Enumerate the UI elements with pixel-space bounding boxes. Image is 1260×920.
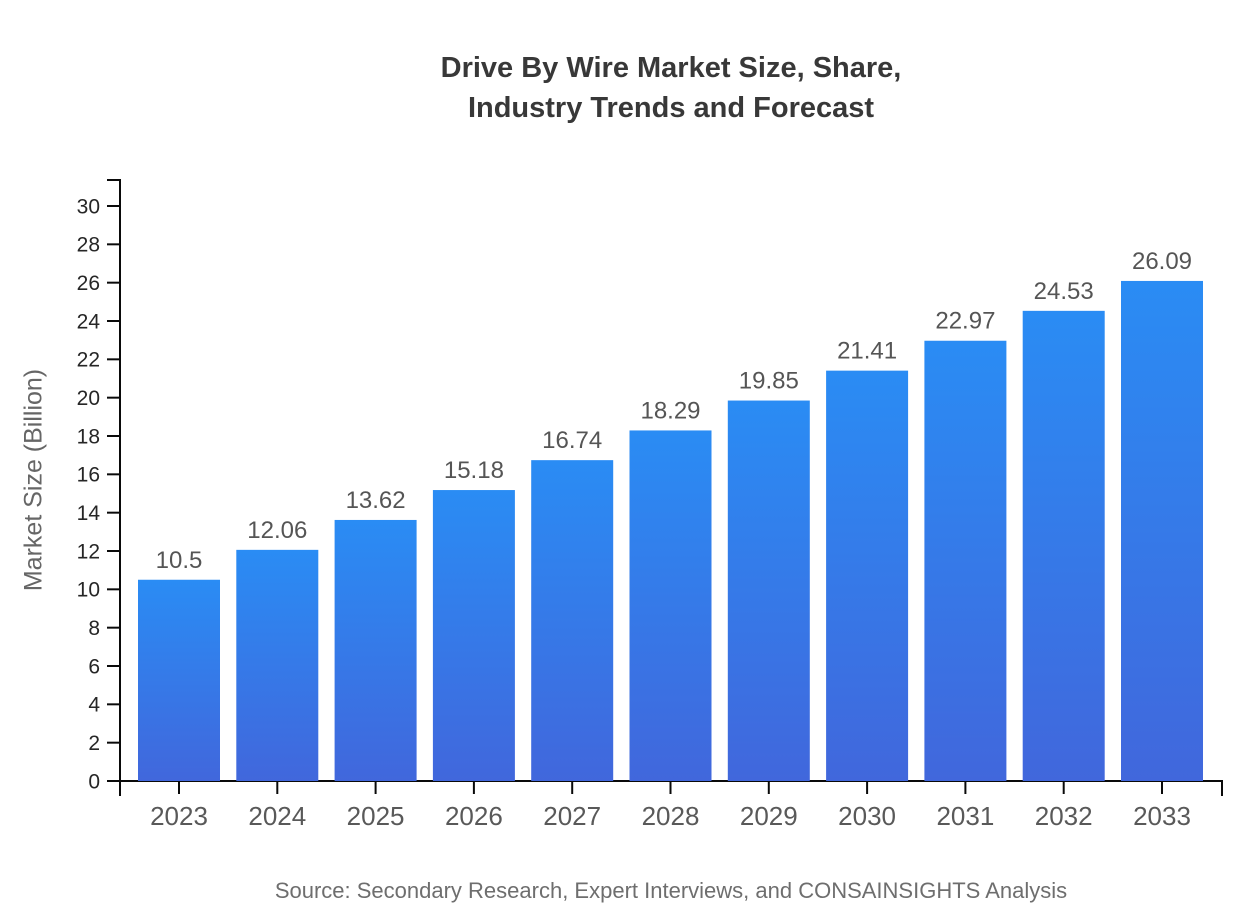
x-tick-label: 2024 [248, 801, 306, 831]
y-tick-label: 22 [77, 349, 100, 372]
y-tick-label: 30 [77, 195, 100, 218]
y-tick-label: 24 [77, 310, 101, 333]
y-tick-label: 16 [77, 464, 100, 487]
y-tick-label: 2 [88, 732, 100, 755]
bar-2023 [138, 579, 220, 781]
x-tick-label: 2030 [838, 801, 896, 831]
x-tick-label: 2031 [936, 801, 994, 831]
y-tick-label: 18 [77, 425, 100, 448]
bar-value-label: 18.29 [640, 397, 700, 424]
bar-value-label: 24.53 [1034, 278, 1094, 305]
x-tick-label: 2025 [347, 801, 405, 831]
bar-2030 [826, 370, 909, 781]
y-tick-label: 10 [77, 579, 100, 602]
chart-title-line1: Drive By Wire Market Size, Share, [440, 52, 902, 84]
bar-value-label: 22.97 [935, 308, 995, 335]
x-tick-label: 2029 [740, 801, 798, 831]
bar-value-label: 12.06 [247, 517, 307, 544]
bar-2025 [334, 519, 417, 781]
bar-2024 [236, 549, 319, 781]
bar-value-label: 13.62 [346, 487, 406, 514]
bars-group: 2023 10.5 2024 12.06 2025 13.62 2026 15.18 2027 1… [138, 248, 1203, 831]
x-tick-label: 2028 [642, 801, 700, 831]
chart-title: Drive By Wire Market Size, Share, Indust… [120, 48, 1222, 128]
bar-2032 [1022, 310, 1105, 781]
bar-value-label: 26.09 [1132, 248, 1192, 275]
bar-2029 [727, 400, 810, 781]
y-tick-label: 14 [77, 502, 101, 525]
bar-value-label: 19.85 [739, 368, 799, 395]
bar-value-label: 16.74 [542, 427, 602, 454]
x-tick-label: 2023 [150, 801, 208, 831]
source-attribution: Source: Secondary Research, Expert Inter… [274, 878, 1068, 903]
x-tick-label: 2033 [1133, 801, 1191, 831]
y-tick-label: 26 [77, 272, 100, 295]
y-tick-label: 28 [77, 234, 100, 257]
y-tick-label: 6 [88, 655, 100, 678]
bar-2028 [629, 430, 712, 781]
y-tick-label: 4 [88, 694, 100, 717]
y-tick-label: 8 [88, 617, 100, 640]
y-tick-label: 0 [88, 770, 100, 793]
y-tick-label: 12 [77, 540, 100, 563]
x-tick-label: 2027 [543, 801, 601, 831]
bar-value-label: 15.18 [444, 457, 504, 484]
bar-2027 [531, 460, 614, 781]
chart-title-line2: Industry Trends and Forecast [467, 92, 875, 124]
x-tick-label: 2026 [445, 801, 503, 831]
y-tick-label: 20 [77, 387, 100, 410]
bar-value-label: 21.41 [837, 338, 897, 365]
bar-2026 [432, 490, 515, 781]
bar-2033 [1121, 280, 1203, 781]
bar-2031 [924, 340, 1007, 781]
x-tick-label: 2032 [1035, 801, 1093, 831]
bar-value-label: 10.5 [156, 547, 203, 574]
